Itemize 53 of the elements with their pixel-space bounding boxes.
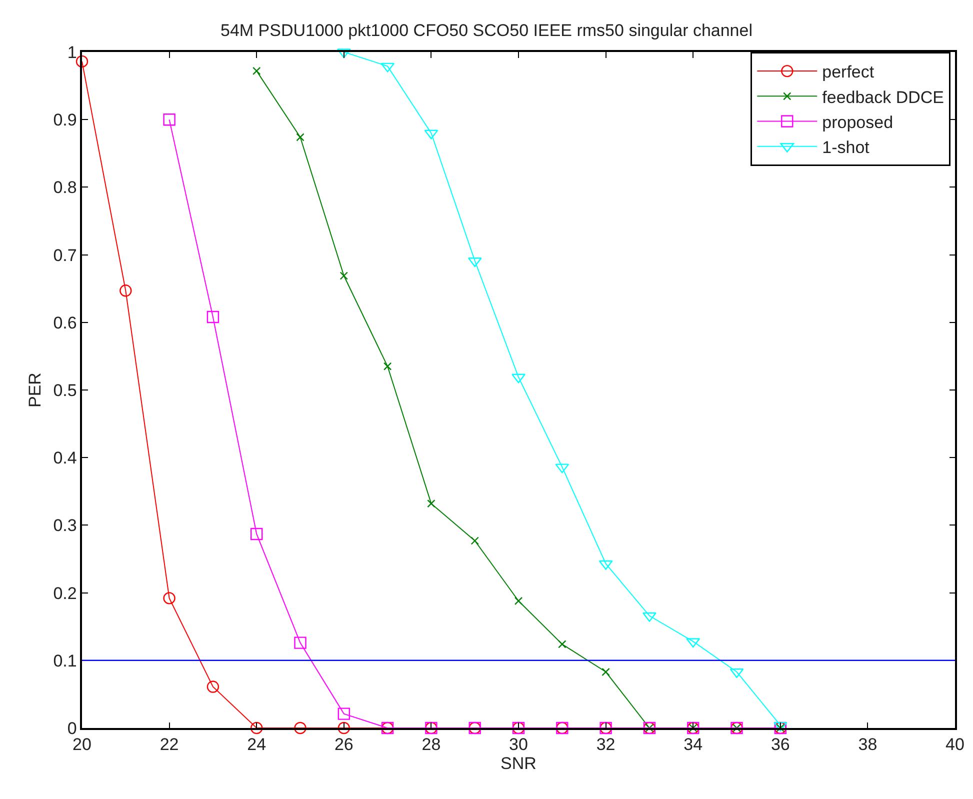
y-tick-label: 0.6 <box>53 313 77 332</box>
x-tick-label: 34 <box>684 735 703 754</box>
point <box>163 592 176 604</box>
legend-label: 1-shot <box>822 138 870 157</box>
x-tick-label: 20 <box>72 735 92 754</box>
point <box>383 362 392 370</box>
y-tick-label: 0.5 <box>53 380 77 400</box>
y-tick-label: 0.7 <box>53 246 77 265</box>
y-tick-label: 0.1 <box>53 651 77 670</box>
point <box>250 722 263 734</box>
point <box>338 708 350 720</box>
x-tick-label: 28 <box>422 735 441 754</box>
point <box>642 612 656 622</box>
legend-label: perfect <box>822 62 874 82</box>
point <box>163 114 176 126</box>
point <box>252 66 261 76</box>
x-tick-label: 32 <box>596 735 616 754</box>
y-tick-label: 0.4 <box>53 448 77 468</box>
x-tick-label: 24 <box>247 735 266 754</box>
point <box>294 636 306 649</box>
y-tick-label: 1 <box>67 42 77 62</box>
legend-label: proposed <box>822 112 894 132</box>
x-tick-label: 26 <box>334 735 354 754</box>
point <box>294 722 306 734</box>
y-tick-label: 0 <box>67 718 77 738</box>
x-tick-label: 22 <box>160 735 179 754</box>
y-tick-label: 0.8 <box>53 178 77 198</box>
y-tick-label: 0.2 <box>53 584 77 603</box>
point <box>340 272 348 280</box>
x-axis-title: SNR <box>500 754 536 774</box>
point <box>76 55 88 68</box>
point <box>250 528 263 540</box>
x-tick-label: 30 <box>509 735 528 754</box>
point <box>120 284 132 297</box>
point <box>512 374 526 384</box>
chart-title: 54M PSDU1000 pkt1000 CFO50 SCO50 IEEE rms50 singular channel <box>220 20 752 40</box>
point <box>206 310 220 324</box>
point <box>602 668 610 676</box>
point <box>514 596 523 606</box>
y-axis-title: PER <box>25 372 44 408</box>
y-tick-label: 0.9 <box>53 110 77 130</box>
point <box>380 62 394 72</box>
point <box>427 499 436 508</box>
y-tick-label: 0.3 <box>53 516 77 536</box>
point <box>338 722 350 734</box>
x-tick-label: 40 <box>946 735 964 754</box>
point <box>470 536 479 545</box>
point <box>206 680 220 693</box>
legend-label: feedback DDCE <box>822 88 944 107</box>
x-tick-label: 38 <box>858 735 878 754</box>
point <box>558 640 566 648</box>
x-tick-label: 36 <box>770 735 790 754</box>
point <box>296 133 304 142</box>
